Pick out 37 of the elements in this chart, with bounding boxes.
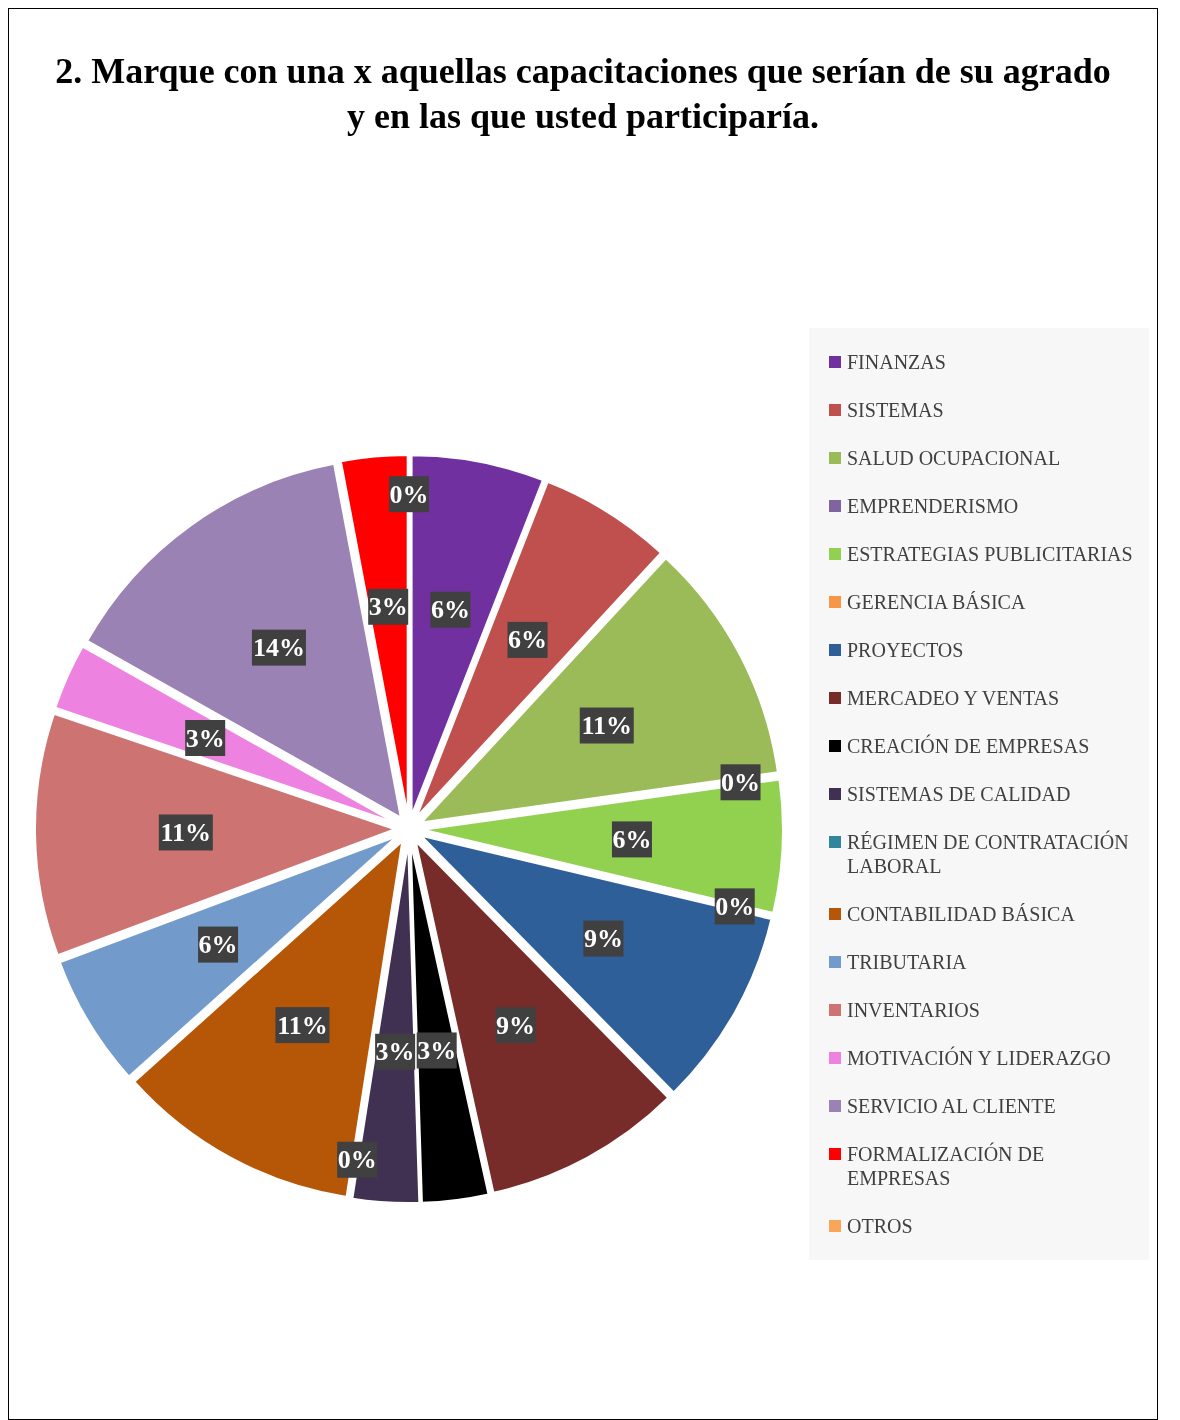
data-label: 3% — [375, 1037, 415, 1067]
data-label: 6% — [430, 595, 470, 625]
legend-label: CREACIÓN DE EMPRESAS — [847, 734, 1090, 758]
data-label: 6% — [612, 824, 652, 854]
legend-label: PROYECTOS — [847, 638, 964, 662]
data-label: 3% — [185, 723, 225, 753]
data-label: 6% — [508, 625, 548, 655]
text: 0% — [389, 479, 429, 509]
legend-label: SERVICIO AL CLIENTE — [847, 1094, 1056, 1118]
legend-label: GERENCIA BÁSICA — [847, 590, 1026, 614]
text: 0% — [715, 891, 755, 921]
legend-label: INVENTARIOS — [847, 998, 980, 1022]
legend-label: EMPRENDERISMO — [847, 494, 1019, 518]
legend-label: MOTIVACIÓN Y LIDERAZGO — [847, 1046, 1111, 1070]
legend-label: SALUD OCUPACIONAL — [847, 446, 1061, 470]
legend-label: MERCADEO Y VENTAS — [847, 686, 1060, 710]
data-label: 14% — [252, 633, 305, 663]
legend-label: SISTEMAS — [847, 398, 944, 422]
legend-label: FINANZAS — [847, 350, 946, 374]
legend-label: SISTEMAS DE CALIDAD — [847, 782, 1071, 806]
data-label: 9% — [583, 924, 623, 954]
data-label: 3% — [368, 592, 408, 622]
data-label: 6% — [198, 930, 238, 960]
legend-label: TRIBUTARIA — [847, 950, 967, 974]
legend-label: OTROS — [847, 1214, 913, 1238]
data-label: 11% — [581, 711, 633, 741]
data-label: 3% — [417, 1035, 457, 1065]
data-label: 11% — [277, 1010, 328, 1040]
chart-title: 2. Marque con una x aquellas capacitaciones que serían de su agrado y en las que usted participaría. — [54, 50, 1112, 138]
text: 0% — [721, 767, 761, 797]
text: 0% — [337, 1145, 377, 1175]
data-label: 11% — [160, 817, 212, 847]
data-label: 9% — [496, 1010, 536, 1040]
legend-label: FORMALIZACIÓN DE EMPRESAS — [847, 1142, 1046, 1190]
legend-label: RÉGIMEN DE CONTRATACIÓN LABORAL — [847, 830, 1130, 878]
legend-label: CONTABILIDAD BÁSICA — [847, 902, 1075, 926]
legend-label: ESTRATEGIAS PUBLICITARIAS — [847, 542, 1133, 566]
